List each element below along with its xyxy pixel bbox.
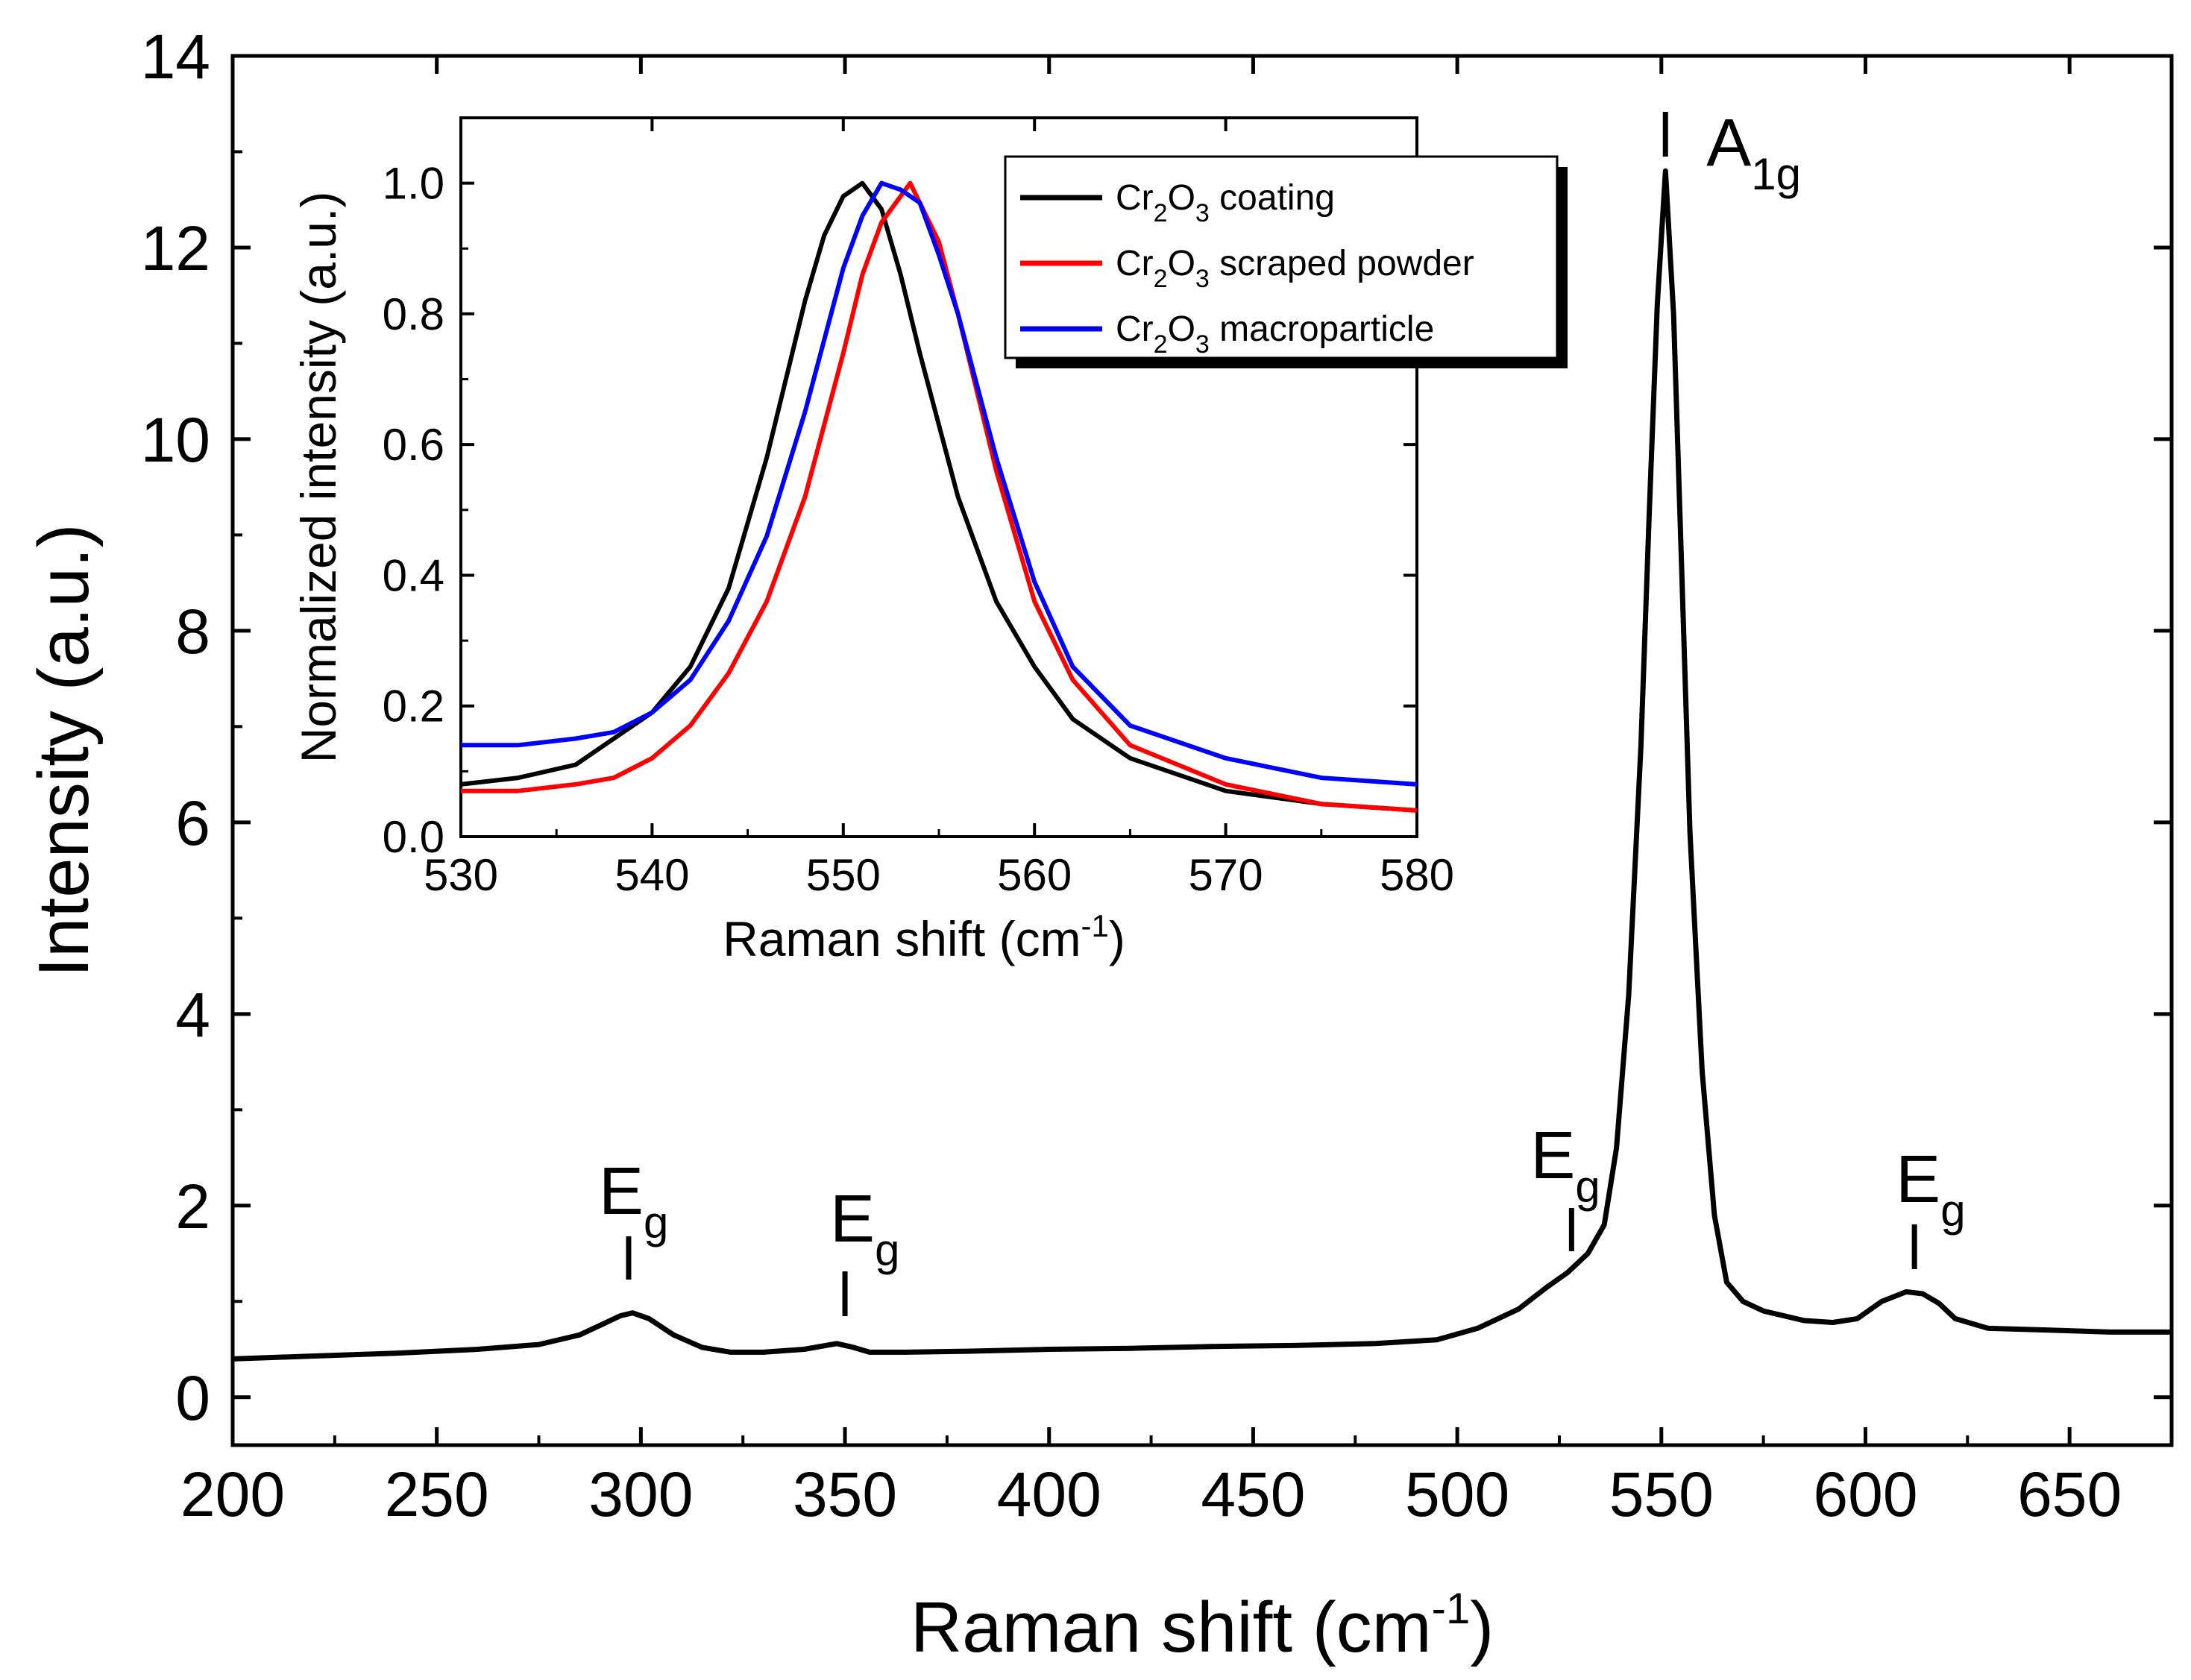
legend-entry-0: Cr2O3 coating [1116,178,1335,227]
inset-x-axis-label: Raman shift (cm-1) [723,908,1125,966]
main-y-tick-label: 2 [175,1171,210,1242]
main-y-axis-label: Intensity (a.u.) [24,523,104,977]
inset-series-line-1 [461,180,1418,813]
main-x-tick-label: 250 [385,1459,489,1529]
inset-series-line-2 [461,180,1418,787]
inset-y-tick-label: 0.6 [383,420,444,470]
legend-entry-1: Cr2O3 scraped powder [1116,244,1474,293]
inset-y-tick-label: 0.8 [383,289,444,339]
main-y-tick-label: 14 [141,22,210,92]
main-x-tick-label: 550 [1609,1459,1714,1529]
inset-y-tick-label: 0.2 [383,682,444,732]
main-x-tick-label: 450 [1201,1459,1305,1529]
legend-box [1004,155,1559,359]
inset-x-tick-label: 530 [424,850,498,900]
peak-label-eg-350: Eg [830,1182,899,1275]
peak-label-eg-612: Eg [1896,1142,1965,1236]
main-y-tick-label: 10 [141,405,210,475]
main-y-tick-label: 8 [175,597,210,667]
main-y-tick-label: 0 [175,1363,210,1433]
legend-entry-2: Cr2O3 macroparticle [1116,309,1434,359]
inset-y-tick-label: 0.0 [383,812,444,862]
main-plot: 200 250 300 350 400 450 500 550 600 650 0 2 4 6 8 10 12 1… [24,22,2174,1667]
inset-x-tick-label: 540 [614,850,689,900]
main-x-axis-label: Raman shift (cm-1) [911,1585,1494,1667]
inset-y-tick-label: 0.4 [383,550,444,600]
main-x-tick-label: 650 [2017,1459,2122,1529]
main-y-tick-label: 6 [175,788,210,858]
inset-x-tick-label: 570 [1189,850,1263,900]
main-x-tick-label: 300 [588,1459,693,1529]
main-y-tick-label: 4 [175,980,210,1050]
main-plot-frame [230,54,2174,1447]
inset-x-tick-label: 560 [997,850,1072,900]
inset-y-tick-label: 1.0 [383,159,444,209]
peak-label-eg-528: Eg [1530,1119,1600,1212]
main-spectrum-line [232,168,2172,1362]
main-x-tick-label: 600 [1813,1459,1917,1529]
main-x-tick-label: 200 [180,1459,285,1529]
inset-x-tick-label: 550 [806,850,881,900]
inset-x-tick-label: 580 [1380,850,1454,900]
main-x-tick-label: 500 [1405,1459,1509,1529]
inset-y-axis-label: Normalized intensity (a.u.) [291,192,346,764]
inset-plot: 530 540 550 560 570 580 0.0 0.2 0.4 0.6 0.8 1.0 Rama… [291,116,1568,966]
peak-label-a1g-551: A1g [1706,106,1801,199]
peak-label-eg-297: Eg [599,1154,668,1248]
main-x-tick-label: 400 [997,1459,1101,1529]
main-y-tick-label: 12 [141,213,210,283]
main-x-tick-label: 350 [793,1459,897,1529]
